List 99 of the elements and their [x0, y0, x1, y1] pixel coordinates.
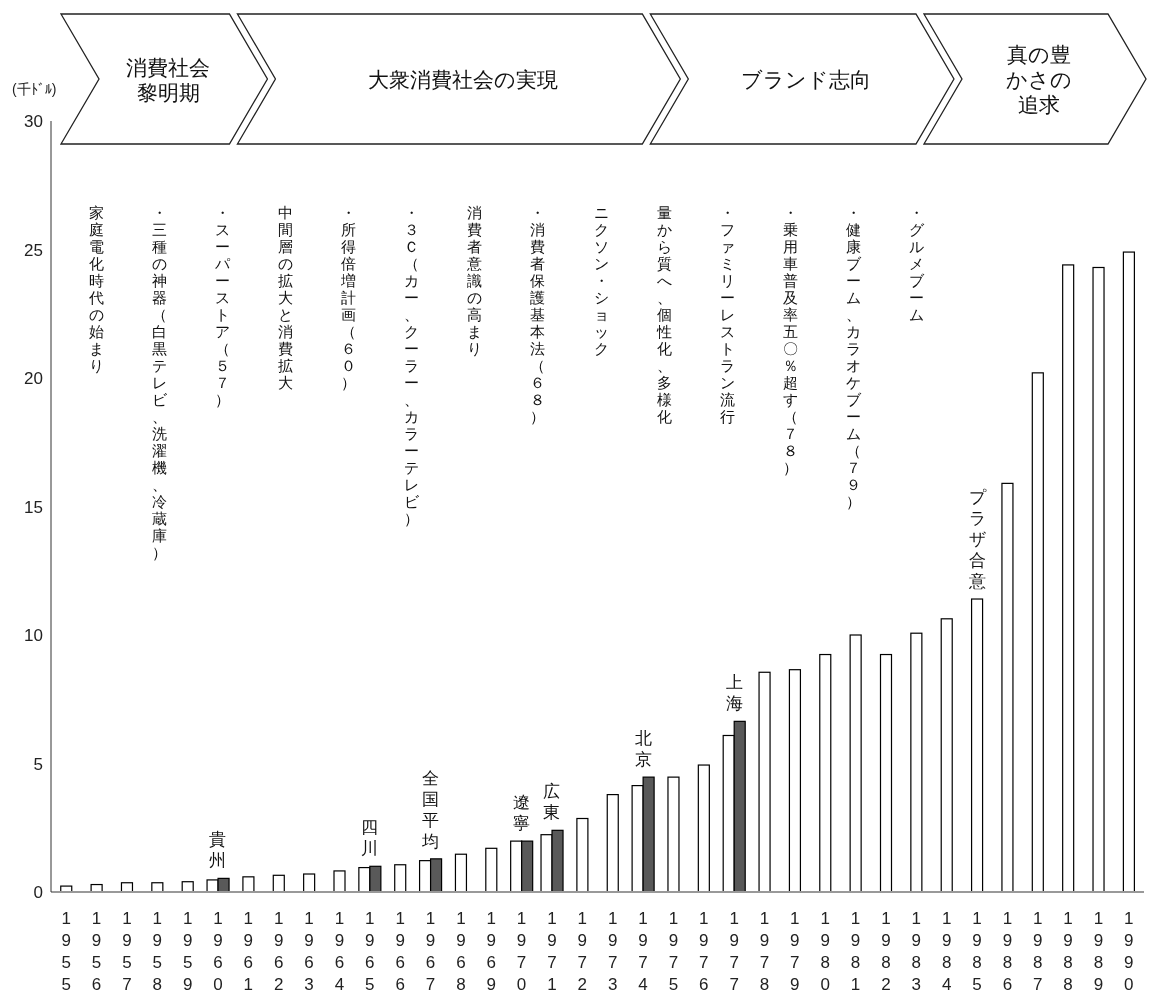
bar: [1092, 266, 1105, 892]
y-axis-title: (千ﾄﾞﾙ): [12, 81, 57, 97]
x-tick-label: 1977: [729, 909, 739, 994]
x-tick-label: 1959: [182, 909, 193, 994]
bar: [970, 598, 984, 892]
text: ブランド志向: [741, 68, 872, 91]
text: ニクソン・ショック: [593, 204, 609, 357]
y-tick-label: 20: [24, 369, 43, 389]
text: 大衆消費社会の実現: [367, 68, 558, 91]
x-tick-label: 1967: [425, 909, 436, 994]
x-tick-label: 1989: [1093, 909, 1104, 994]
bar: [1062, 264, 1075, 892]
x-tick-label: 1971: [547, 909, 557, 994]
x-tick-label: 1970: [516, 909, 527, 994]
x-tick-label: 1983: [911, 909, 922, 994]
x-tick-label: 1968: [456, 909, 466, 994]
annotation: 上海: [725, 673, 743, 714]
x-tick-label: 1974: [638, 909, 648, 994]
x-tick-label: 1982: [881, 909, 891, 994]
bar: [333, 870, 346, 892]
text: ・三種の神器（白黒テレビ、洗濯機、冷蔵庫）: [152, 204, 168, 561]
text: ・３Ｃ（カー、クーラー、カラーテレビ）: [404, 204, 420, 527]
x-tick-label: 1956: [91, 909, 102, 994]
annotation: プラザ合意: [967, 488, 987, 592]
x-tick-label: 1978: [759, 909, 770, 994]
x-tick-label: 1987: [1033, 909, 1043, 994]
bar: [940, 618, 953, 892]
bar: [910, 632, 923, 892]
bar: [667, 776, 680, 892]
y-tick-label: 5: [33, 754, 43, 774]
annotation: 北京: [634, 729, 652, 770]
x-tick-label: 1963: [304, 909, 314, 994]
y-tick-label: 15: [24, 497, 43, 517]
x-tick-label: 1957: [122, 909, 132, 994]
text: ・健康ブーム、カラオケブーム（７９）: [845, 204, 861, 510]
bar: [1031, 372, 1044, 892]
text: 真の豊かさの追求: [1005, 43, 1072, 116]
bar: [788, 669, 802, 892]
bar: [454, 853, 468, 892]
x-tick-label: 1976: [699, 909, 709, 994]
x-tick-label: 1972: [577, 909, 588, 994]
bar: [151, 882, 164, 892]
text: 量から質へ、個性化、多様化: [656, 204, 672, 425]
bar: [120, 882, 134, 892]
text: ・消費者保護基本法（６８）: [530, 204, 546, 425]
bar: [90, 883, 103, 892]
x-tick-label: 1981: [850, 909, 861, 994]
bar: [758, 671, 771, 892]
text: 家庭電化時代の始まり: [89, 204, 105, 374]
x-tick-label: 1973: [607, 909, 618, 994]
bar: [1122, 251, 1135, 892]
x-tick-label: 1985: [972, 909, 982, 994]
x-tick-label: 1955: [61, 909, 71, 994]
bar: [819, 653, 832, 892]
y-tick-label: 30: [24, 112, 43, 132]
bar: [181, 881, 194, 892]
x-tick-label: 1962: [273, 909, 284, 994]
bar: [879, 653, 893, 892]
x-tick-label: 1980: [820, 909, 830, 994]
x-tick-label: 1986: [1002, 909, 1013, 994]
bar: [606, 794, 619, 892]
annotation: 貴州: [209, 830, 227, 871]
text: 消費社会黎明期: [126, 55, 211, 104]
x-tick-label: 1961: [243, 909, 254, 994]
text: ・乗用車普及率五〇％超す（７８）: [782, 204, 798, 476]
x-tick-label: 1969: [486, 909, 496, 994]
bar: [303, 873, 316, 892]
x-tick-label: 1979: [790, 909, 800, 994]
bar: [60, 885, 73, 892]
annotation: ・グルメブーム: [908, 204, 925, 323]
x-tick-label: 1965: [365, 909, 375, 994]
annotation: 四川: [361, 818, 379, 859]
x-tick-label: 1960: [213, 909, 223, 994]
y-tick-label: 0: [33, 883, 43, 903]
bar: [849, 634, 862, 892]
y-tick-label: 10: [24, 626, 43, 646]
bar: [242, 876, 255, 892]
text: 中間層の拡大と消費拡大: [278, 204, 294, 391]
x-tick-label: 1988: [1063, 909, 1073, 994]
bar: [697, 764, 710, 892]
bar: [1001, 482, 1014, 892]
bar: [576, 817, 589, 892]
annotation: 遼寧: [513, 793, 531, 834]
text: 消費者意識の高まり: [467, 204, 483, 357]
annotation: 全国平均: [421, 768, 440, 851]
bar: [485, 847, 498, 892]
x-tick-label: 1975: [668, 909, 679, 994]
y-tick-label: 25: [24, 240, 43, 260]
x-tick-label: 1966: [395, 909, 405, 994]
text: ・ファミリーレストラン流行: [719, 204, 735, 425]
x-tick-label: 1964: [334, 909, 345, 994]
x-tick-label: 1984: [941, 909, 952, 994]
x-tick-label: 1958: [152, 909, 162, 994]
annotation: 広東: [543, 782, 561, 823]
bar: [272, 874, 285, 892]
text: ・所得倍増計画（６０）: [341, 204, 357, 391]
text: ・スーパーストア（５７）: [215, 204, 231, 408]
x-tick-label: 1990: [1124, 909, 1134, 994]
bar: [394, 864, 407, 892]
